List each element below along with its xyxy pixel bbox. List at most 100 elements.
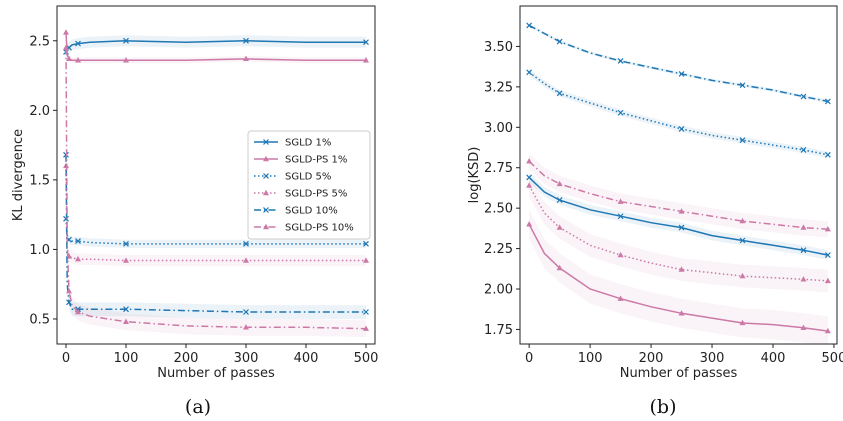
y-tick-label: 1.75 xyxy=(484,323,513,338)
point-2-4 xyxy=(617,109,624,116)
band-0 xyxy=(529,172,828,260)
point-5-0 xyxy=(63,44,69,50)
y-axis-label: KL divergence xyxy=(11,129,26,221)
point-4-8 xyxy=(739,82,746,89)
legend-entry: SGLD-PS 5% xyxy=(285,189,347,200)
point-0-6 xyxy=(123,37,129,44)
panel-caption: (b) xyxy=(650,396,677,418)
point-1-4 xyxy=(617,295,624,301)
point-4-4 xyxy=(617,58,624,64)
x-tick-label: 500 xyxy=(822,351,843,366)
point-4-2 xyxy=(556,38,563,45)
legend-box xyxy=(247,130,371,240)
point-2-8 xyxy=(739,137,746,144)
y-tick-label: 3.00 xyxy=(484,121,513,136)
point-3-2 xyxy=(556,224,563,230)
y-tick-label: 2.50 xyxy=(484,202,513,217)
point-5-8 xyxy=(243,324,249,330)
point-5-2 xyxy=(66,287,72,294)
point-5-6 xyxy=(678,208,685,214)
point-2-6 xyxy=(123,240,129,247)
legend-marker xyxy=(263,173,269,179)
band-3 xyxy=(66,160,366,267)
point-3-4 xyxy=(75,255,81,262)
legend-marker xyxy=(263,189,269,196)
point-5-10 xyxy=(800,224,807,230)
series-line-3 xyxy=(65,165,366,262)
band-3 xyxy=(529,174,828,293)
y-tick-label: 0.5 xyxy=(29,312,50,327)
point-3-4 xyxy=(617,251,624,258)
point-3-8 xyxy=(243,257,249,263)
series-line-3 xyxy=(528,185,828,282)
point-2-4 xyxy=(75,238,81,244)
y-tick-label: 2.25 xyxy=(484,242,513,257)
point-2-11 xyxy=(824,151,831,158)
point-1-8 xyxy=(243,55,249,62)
x-tick-label: 200 xyxy=(639,351,664,366)
x-tick-label: 400 xyxy=(294,351,319,366)
point-0-6 xyxy=(678,224,685,231)
point-1-6 xyxy=(123,57,129,63)
point-2-6 xyxy=(678,125,685,132)
y-tick-label: 2.0 xyxy=(29,104,50,119)
point-1-11 xyxy=(824,327,831,334)
series-line-4 xyxy=(65,154,366,313)
series-line-0 xyxy=(528,176,829,256)
point-1-8 xyxy=(739,319,746,326)
point-5-4 xyxy=(75,308,81,315)
point-5-6 xyxy=(123,318,129,324)
y-axis-label: log(KSD) xyxy=(467,147,482,204)
point-0-0 xyxy=(526,174,533,181)
band-1 xyxy=(529,209,828,344)
x-tick-label: 200 xyxy=(174,351,199,366)
point-1-10 xyxy=(800,324,807,331)
y-tick-label: 1.0 xyxy=(29,243,50,258)
axes-frame xyxy=(56,5,376,345)
point-1-4 xyxy=(75,57,81,63)
plot-area xyxy=(526,22,831,344)
point-1-2 xyxy=(66,55,72,62)
point-4-10 xyxy=(363,309,369,315)
x-tick-label: 100 xyxy=(114,351,139,366)
point-0-2 xyxy=(556,197,563,203)
point-2-0 xyxy=(526,69,533,76)
y-tick-label: 3.25 xyxy=(484,80,513,95)
point-5-4 xyxy=(617,198,624,204)
x-axis-label: Number of passes xyxy=(620,366,738,381)
point-0-4 xyxy=(75,40,81,47)
legend: SGLD 1% SGLD-PS 1% SGLD 5% SGLD-PS 5% SGLD 1… xyxy=(247,130,371,240)
point-4-10 xyxy=(800,93,807,100)
point-0-10 xyxy=(800,247,807,254)
point-3-0 xyxy=(526,182,533,188)
chart-panel-1: 0 100 200 300 400 500 0.5 1.0 1.5 2.0 2.5 Number of… xyxy=(11,5,378,418)
point-0-8 xyxy=(243,37,249,44)
x-tick-label: 300 xyxy=(700,351,725,366)
y-tick-label: 2.5 xyxy=(29,34,50,49)
x-tick-label: 400 xyxy=(761,351,786,366)
series-line-2 xyxy=(528,71,829,156)
band-5 xyxy=(529,153,828,238)
point-5-2 xyxy=(556,180,563,187)
chart-panel-2: 0 100 200 300 400 500 1.75 2.00 2.25 2.50 2.75 3.00… xyxy=(467,5,843,418)
y-tick-label: 2.75 xyxy=(484,161,513,176)
legend-entry: SGLD-PS 10% xyxy=(285,223,354,234)
y-tick-label: 2.00 xyxy=(484,283,513,298)
point-2-2 xyxy=(556,90,563,97)
series-line-4 xyxy=(528,24,829,103)
point-0-11 xyxy=(824,252,831,258)
x-tick-label: 0 xyxy=(62,351,70,366)
legend-entry: SGLD 1% xyxy=(285,138,331,149)
legend-marker xyxy=(263,139,269,145)
point-2-8 xyxy=(243,240,249,247)
band-2 xyxy=(66,214,366,248)
x-axis-label: Number of passes xyxy=(157,366,275,381)
point-1-0 xyxy=(526,221,533,227)
point-2-10 xyxy=(363,240,369,247)
series-line-5 xyxy=(528,160,828,230)
x-tick-label: 100 xyxy=(578,351,603,366)
series-line-5 xyxy=(65,47,367,330)
point-1-10 xyxy=(363,57,369,63)
point-4-0 xyxy=(526,22,533,29)
